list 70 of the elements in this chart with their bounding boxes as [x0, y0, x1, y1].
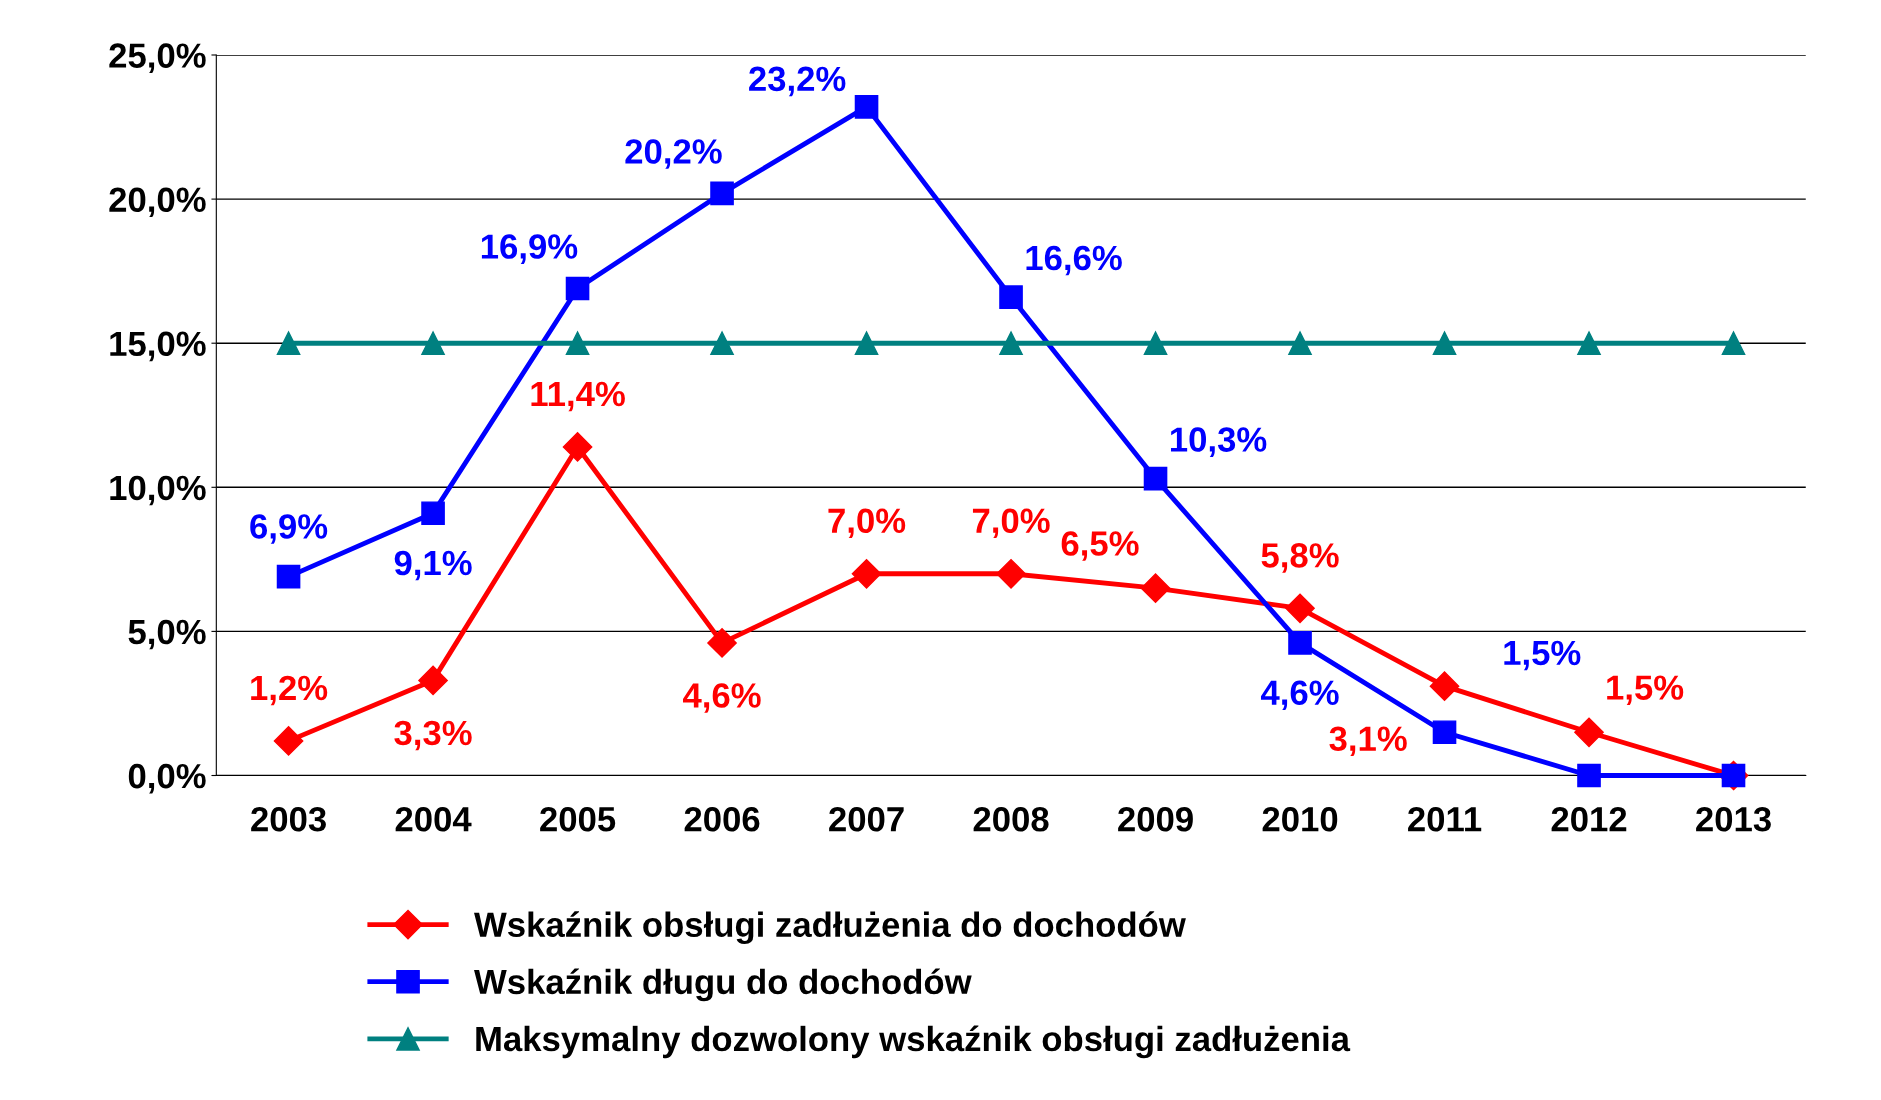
point	[1140, 573, 1171, 604]
point	[273, 726, 304, 756]
data-label: 23,2%	[749, 66, 846, 97]
point	[276, 331, 301, 356]
point	[1288, 331, 1312, 356]
x-tick-label: 2007	[829, 806, 904, 832]
data-label: 3,3%	[394, 720, 472, 751]
point	[418, 665, 448, 696]
x-tick-label: 2005	[540, 806, 616, 832]
data-label: 1,5%	[1607, 675, 1684, 705]
data-label: 16,9%	[481, 234, 578, 264]
legend-label: Wskaźnik obsługi zadłużenia do dochodów	[474, 911, 1186, 945]
data-label: 10,3%	[1170, 427, 1267, 457]
x-tick-label: 2011	[1408, 806, 1482, 832]
point	[1577, 331, 1601, 356]
point	[421, 501, 445, 526]
x-tick-label: 2006	[684, 806, 760, 832]
x-tick-label: 2009	[1118, 806, 1193, 832]
point	[851, 558, 882, 589]
y-tick-label: 25,0%	[109, 43, 206, 73]
point	[1429, 671, 1460, 701]
y-tick-label: 20,0%	[109, 187, 206, 218]
y-tick-label: 0,0%	[128, 763, 206, 794]
data-label: 9,1%	[394, 550, 472, 581]
x-tick-label: 2004	[395, 806, 472, 832]
data-label: 1,5%	[1504, 640, 1581, 671]
y-tick-label: 5,0%	[128, 619, 206, 650]
point	[562, 432, 593, 462]
point	[999, 285, 1023, 309]
x-tick-label: 2003	[251, 806, 326, 832]
x-tick-label: 2013	[1696, 806, 1771, 832]
data-label: 4,6%	[683, 683, 761, 713]
data-label: 11,4%	[531, 381, 625, 412]
data-label: 6,9%	[250, 514, 328, 544]
data-label: 6,5%	[1061, 531, 1139, 561]
point	[276, 564, 301, 589]
point	[1721, 331, 1746, 356]
point	[996, 558, 1026, 589]
point	[710, 181, 734, 206]
point	[1285, 593, 1315, 624]
legend-label: Maksymalny dozwolony wskaźnik obsługi zadłużenia	[476, 1025, 1351, 1059]
data-label: 20,2%	[625, 139, 722, 169]
x-tick-label: 2008	[973, 806, 1049, 832]
data-label: 16,6%	[1026, 245, 1122, 276]
point	[1432, 720, 1457, 745]
point	[999, 331, 1023, 356]
point	[854, 331, 879, 356]
point	[1432, 331, 1457, 356]
y-tick-label: 15,0%	[110, 331, 206, 362]
data-label: 7,0%	[828, 508, 906, 539]
point	[1143, 466, 1168, 491]
point	[1288, 631, 1312, 655]
y-tick-label: 10,0%	[110, 475, 206, 506]
point	[707, 628, 737, 658]
point	[854, 95, 879, 119]
point	[565, 276, 590, 301]
x-tick-label: 2012	[1551, 806, 1627, 832]
legend-label: Wskaźnik długu do dochodów	[474, 968, 972, 1002]
point	[565, 331, 590, 356]
point	[1143, 331, 1168, 356]
point	[421, 331, 445, 356]
data-label: 5,8%	[1261, 543, 1339, 573]
data-label: 3,1%	[1329, 726, 1407, 757]
data-label: 1,2%	[251, 675, 328, 706]
data-label: 7,0%	[972, 508, 1050, 539]
point	[710, 331, 734, 356]
point	[1574, 717, 1604, 748]
data-label: 4,6%	[1260, 680, 1339, 711]
point	[1577, 763, 1601, 788]
x-tick-label: 2010	[1262, 806, 1338, 832]
